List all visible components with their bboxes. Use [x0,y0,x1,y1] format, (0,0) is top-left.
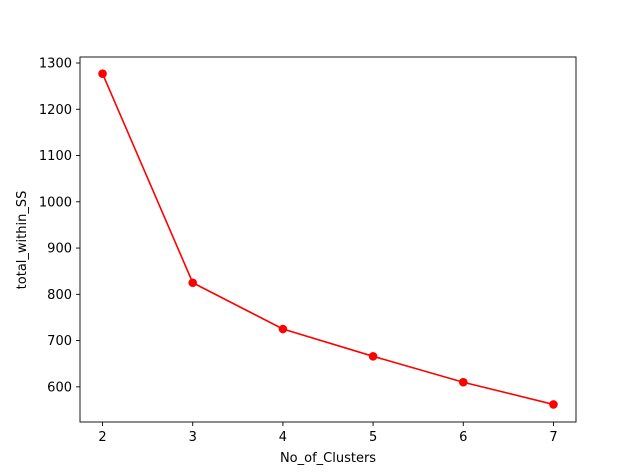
y-axis-ticks: 600 700 800 900 1000 1100 1200 1300 [39,57,80,395]
y-tick-label: 1200 [39,103,72,118]
data-point [549,400,558,409]
plot-frame [79,56,577,423]
x-tick-label: 2 [98,430,106,445]
x-tick-label: 7 [549,430,557,445]
data-point [368,352,378,361]
y-tick-label: 1100 [39,149,72,164]
series-line [101,73,554,406]
x-tick-label: 5 [369,430,377,445]
y-tick-label: 800 [47,288,72,303]
data-point [458,377,468,387]
x-tick-label: 4 [279,430,287,445]
data-point [188,278,198,288]
y-tick-label: 900 [47,242,72,257]
y-tick-label: 700 [47,334,72,349]
y-tick-label: 1000 [39,195,72,210]
data-point [98,69,107,78]
y-tick-label: 600 [47,380,72,395]
y-axis-label: total_within_SS [15,191,30,290]
x-axis-label: No_of_Clusters [280,451,376,466]
x-tick-label: 6 [459,430,467,445]
x-axis-ticks: 2 3 4 5 6 7 [98,422,558,445]
data-point [278,324,288,334]
y-tick-label: 1300 [39,57,72,72]
plot-area [79,56,577,423]
x-tick-label: 3 [189,430,197,445]
